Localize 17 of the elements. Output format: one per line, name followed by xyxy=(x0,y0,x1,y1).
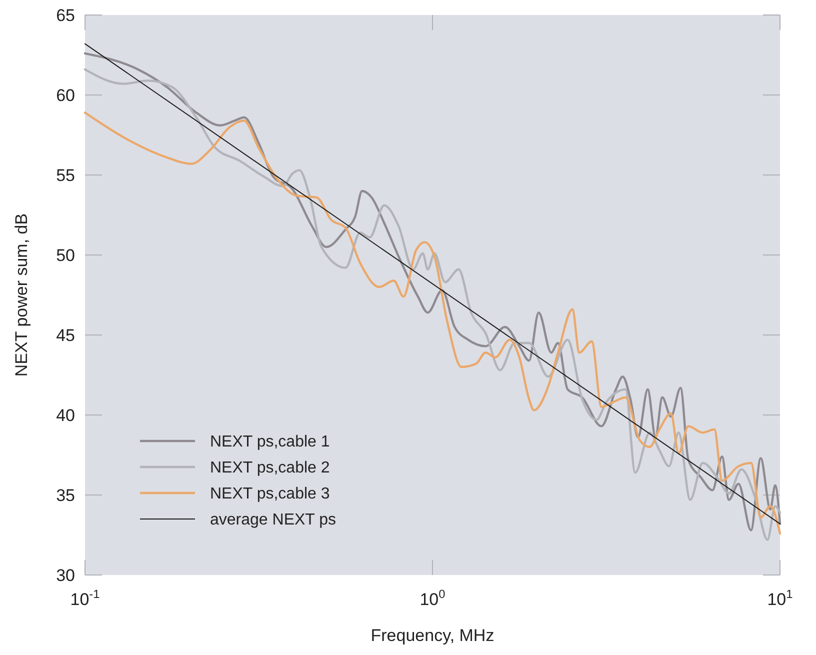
y-tick-label: 40 xyxy=(56,406,75,425)
x-tick-label: 10$^{0}$ xyxy=(420,587,446,609)
legend-label: NEXT ps,cable 2 xyxy=(210,460,330,477)
x-tick-label: 10$^{-1}$ xyxy=(70,587,100,609)
legend-label: average NEXT ps xyxy=(210,512,336,529)
legend-label: NEXT ps,cable 1 xyxy=(210,434,330,451)
y-tick-label: 60 xyxy=(56,86,75,105)
y-tick-label: 55 xyxy=(56,166,75,185)
y-axis-title: NEXT power sum, dB xyxy=(12,213,31,377)
y-tick-label: 35 xyxy=(56,486,75,505)
y-tick-label: 65 xyxy=(56,6,75,25)
y-tick-label: 45 xyxy=(56,326,75,345)
legend-label: NEXT ps,cable 3 xyxy=(210,486,330,503)
x-axis-title: Frequency, MHz xyxy=(370,626,494,645)
y-tick-label: 30 xyxy=(56,566,75,585)
x-tick-label: 10$^{1}$ xyxy=(767,587,794,609)
y-tick-label: 50 xyxy=(56,246,75,265)
